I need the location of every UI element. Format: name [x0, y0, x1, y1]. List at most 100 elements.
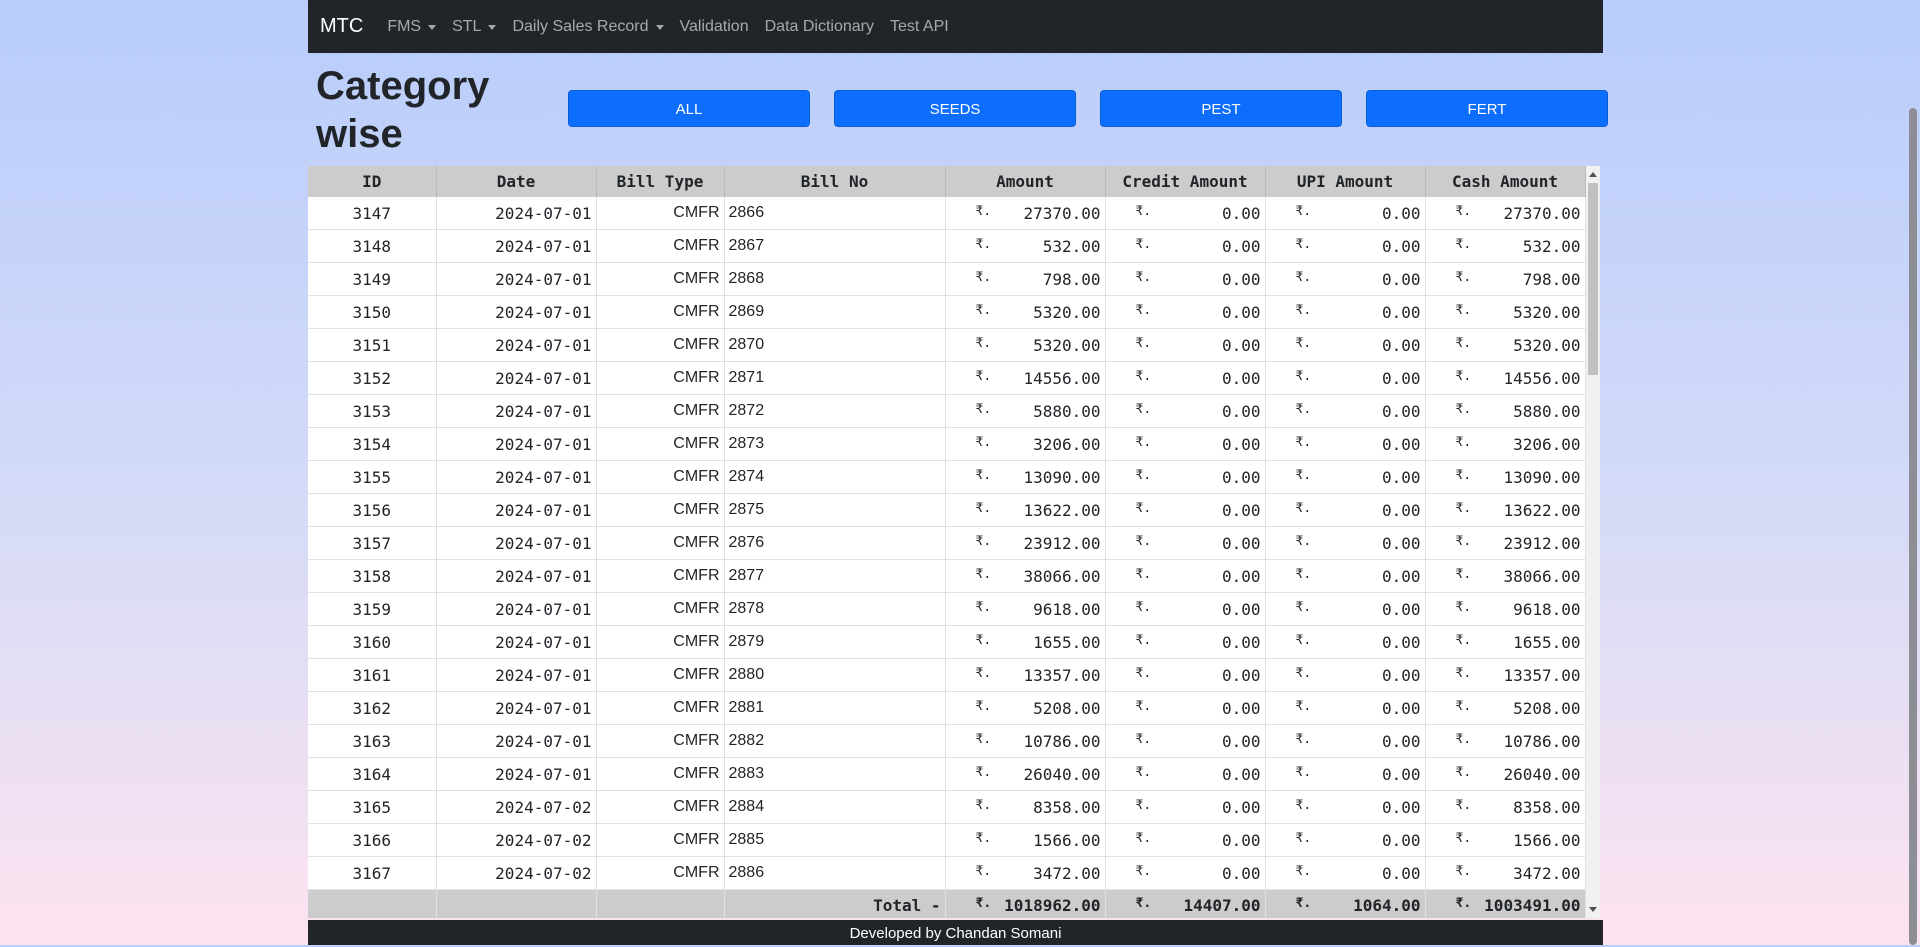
cell-upi-amount: ₹. 0.00 [1265, 856, 1426, 890]
table-scrollbar[interactable] [1586, 166, 1600, 918]
brand-link[interactable]: MTC [320, 15, 364, 37]
cell-credit-amount: ₹. 0.00 [1105, 460, 1266, 494]
currency-symbol: ₹. [1455, 434, 1472, 450]
table-row[interactable]: 3150 2024-07-01 CMFR 2869 ₹. 5320.00 ₹. 0.00 ₹. 0… [308, 295, 1586, 329]
cell-amount: ₹. 3206.00 [945, 427, 1106, 461]
currency-symbol: ₹. [975, 335, 992, 351]
scroll-up-arrow-icon[interactable] [1589, 172, 1597, 177]
table-row[interactable]: 3163 2024-07-01 CMFR 2882 ₹. 10786.00 ₹. 0.00 ₹.… [308, 724, 1586, 758]
table-row[interactable]: 3149 2024-07-01 CMFR 2868 ₹. 798.00 ₹. 0.00 ₹. 0.… [308, 262, 1586, 296]
header-id: ID [308, 166, 437, 197]
amount-value: 27370.00 [1023, 203, 1101, 223]
amount-value: 0.00 [1221, 731, 1261, 751]
table-row[interactable]: 3165 2024-07-02 CMFR 2884 ₹. 8358.00 ₹. 0.00 ₹. 0… [308, 790, 1586, 824]
cell-upi-amount: ₹. 0.00 [1265, 328, 1426, 362]
cell-cash-amount: ₹. 13090.00 [1425, 460, 1586, 494]
table-row[interactable]: 3161 2024-07-01 CMFR 2880 ₹. 13357.00 ₹. 0.00 ₹.… [308, 658, 1586, 692]
cell-credit-amount: ₹. 0.00 [1105, 361, 1266, 395]
currency-symbol: ₹. [975, 863, 992, 879]
cell-date: 2024-07-01 [436, 625, 597, 659]
currency-symbol: ₹. [1455, 797, 1472, 813]
table-row[interactable]: 3167 2024-07-02 CMFR 2886 ₹. 3472.00 ₹. 0.00 ₹. 0… [308, 856, 1586, 890]
cell-bill-type: CMFR [596, 823, 725, 857]
cell-amount: ₹. 9618.00 [945, 592, 1106, 626]
amount-value: 0.00 [1221, 269, 1261, 289]
nav-item-data-dictionary[interactable]: Data Dictionary [765, 18, 874, 36]
currency-symbol: ₹. [1455, 698, 1472, 714]
currency-symbol: ₹. [975, 665, 992, 681]
nav-item-validation[interactable]: Validation [680, 18, 749, 36]
amount-value: 13090.00 [1023, 467, 1101, 487]
amount-value: 0.00 [1381, 533, 1421, 553]
cell-upi-amount: ₹. 0.00 [1265, 295, 1426, 329]
table-row[interactable]: 3155 2024-07-01 CMFR 2874 ₹. 13090.00 ₹. 0.00 ₹.… [308, 460, 1586, 494]
table-row[interactable]: 3147 2024-07-01 CMFR 2866 ₹. 27370.00 ₹. 0.00 ₹.… [308, 197, 1586, 230]
nav-item-label: Daily Sales Record [512, 17, 649, 35]
table-row[interactable]: 3162 2024-07-01 CMFR 2881 ₹. 5208.00 ₹. 0.00 ₹. 0… [308, 691, 1586, 725]
table-row[interactable]: 3159 2024-07-01 CMFR 2878 ₹. 9618.00 ₹. 0.00 ₹. 0… [308, 592, 1586, 626]
cell-cash-amount: ₹. 14556.00 [1425, 361, 1586, 395]
cell-date: 2024-07-02 [436, 790, 597, 824]
currency-symbol: ₹. [1135, 302, 1152, 318]
header-date: Date [436, 166, 597, 197]
table-row[interactable]: 3156 2024-07-01 CMFR 2875 ₹. 13622.00 ₹. 0.00 ₹.… [308, 493, 1586, 527]
cell-date: 2024-07-01 [436, 427, 597, 461]
cell-upi-amount: ₹. 0.00 [1265, 757, 1426, 791]
amount-value: 0.00 [1221, 335, 1261, 355]
cell-amount: ₹. 798.00 [945, 262, 1106, 296]
table-row[interactable]: 3154 2024-07-01 CMFR 2873 ₹. 3206.00 ₹. 0.00 ₹. 0… [308, 427, 1586, 461]
all-button[interactable]: ALL [568, 90, 810, 127]
amount-value: 0.00 [1221, 467, 1261, 487]
currency-symbol: ₹. [1135, 500, 1152, 516]
table-row[interactable]: 3157 2024-07-01 CMFR 2876 ₹. 23912.00 ₹. 0.00 ₹.… [308, 526, 1586, 560]
page-title: Category wise [316, 64, 490, 156]
amount-value: 0.00 [1221, 236, 1261, 256]
scrollbar-thumb[interactable] [1588, 183, 1598, 375]
cell-bill-no: 2886 [724, 856, 946, 890]
table-row[interactable]: 3160 2024-07-01 CMFR 2879 ₹. 1655.00 ₹. 0.00 ₹. 0… [308, 625, 1586, 659]
nav-item-stl[interactable]: STL [452, 18, 497, 36]
nav-item-fms[interactable]: FMS [387, 18, 437, 36]
page-scrollbar-thumb[interactable] [1909, 108, 1917, 945]
cell-id: 3152 [308, 361, 437, 395]
nav-item-test-api[interactable]: Test API [890, 18, 949, 36]
currency-symbol: ₹. [1135, 731, 1152, 747]
cell-bill-no: 2885 [724, 823, 946, 857]
total-row: Total - ₹. 1018962.00 ₹. 14407.00 ₹. 1064.00 ₹.… [308, 889, 1586, 918]
amount-value: 798.00 [1522, 269, 1581, 289]
seeds-button[interactable]: SEEDS [834, 90, 1076, 127]
app-container: MTC FMS STL Daily Sales Record Validation Da… [308, 0, 1608, 945]
cell-upi-amount: ₹. 0.00 [1265, 427, 1426, 461]
cell-bill-no: 2866 [724, 197, 946, 230]
amount-value: 3472.00 [1033, 863, 1101, 883]
nav-item-daily-sales-record[interactable]: Daily Sales Record [512, 17, 664, 36]
cell-bill-type: CMFR [596, 328, 725, 362]
table-row[interactable]: 3153 2024-07-01 CMFR 2872 ₹. 5880.00 ₹. 0.00 ₹. 0… [308, 394, 1586, 428]
currency-symbol: ₹. [975, 797, 992, 813]
amount-value: 798.00 [1042, 269, 1101, 289]
cell-bill-no: 2880 [724, 658, 946, 692]
amount-value: 5320.00 [1513, 335, 1581, 355]
scroll-down-arrow-icon[interactable] [1589, 907, 1597, 912]
cell-bill-no: 2881 [724, 691, 946, 725]
cell-bill-type: CMFR [596, 460, 725, 494]
amount-value: 14556.00 [1023, 368, 1101, 388]
cell-bill-no: 2877 [724, 559, 946, 593]
amount-value: 3206.00 [1033, 434, 1101, 454]
amount-value: 0.00 [1221, 302, 1261, 322]
table-row[interactable]: 3151 2024-07-01 CMFR 2870 ₹. 5320.00 ₹. 0.00 ₹. 0… [308, 328, 1586, 362]
pest-button[interactable]: PEST [1100, 90, 1342, 127]
table-row[interactable]: 3164 2024-07-01 CMFR 2883 ₹. 26040.00 ₹. 0.00 ₹.… [308, 757, 1586, 791]
table-row[interactable]: 3148 2024-07-01 CMFR 2867 ₹. 532.00 ₹. 0.00 ₹. 0.… [308, 229, 1586, 263]
table-row[interactable]: 3166 2024-07-02 CMFR 2885 ₹. 1566.00 ₹. 0.00 ₹. 0… [308, 823, 1586, 857]
currency-symbol: ₹. [975, 467, 992, 483]
fert-button[interactable]: FERT [1366, 90, 1608, 127]
page-scrollbar[interactable] [1905, 0, 1920, 945]
cell-bill-type: CMFR [596, 229, 725, 263]
amount-value: 0.00 [1221, 203, 1261, 223]
currency-symbol: ₹. [1455, 203, 1472, 219]
cell-cash-amount: ₹. 5320.00 [1425, 328, 1586, 362]
currency-symbol: ₹. [975, 698, 992, 714]
table-row[interactable]: 3152 2024-07-01 CMFR 2871 ₹. 14556.00 ₹. 0.00 ₹.… [308, 361, 1586, 395]
table-row[interactable]: 3158 2024-07-01 CMFR 2877 ₹. 38066.00 ₹. 0.00 ₹.… [308, 559, 1586, 593]
